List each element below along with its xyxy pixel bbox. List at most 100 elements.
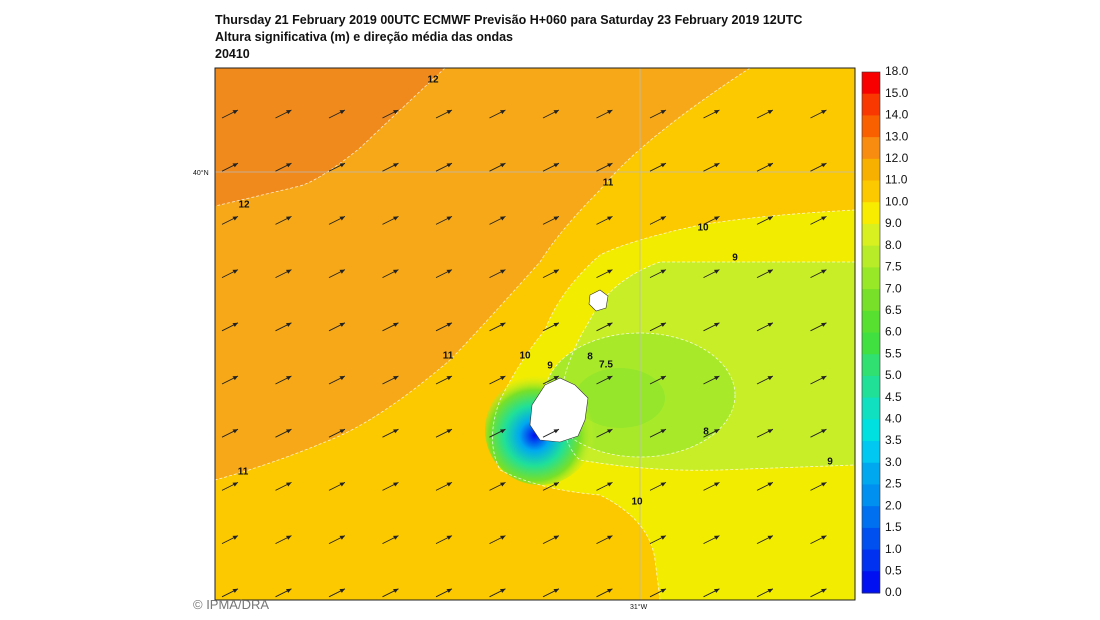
arrow xyxy=(382,269,399,279)
arrow xyxy=(221,588,239,598)
contour-label: 9 xyxy=(547,361,553,372)
arrow xyxy=(703,269,720,279)
arrow xyxy=(328,109,346,119)
colorbar-segment xyxy=(862,202,880,225)
subtitle-line: Altura significativa (m) e direção média… xyxy=(215,30,513,44)
arrow xyxy=(756,215,774,225)
colorbar-label: 4.0 xyxy=(885,412,902,426)
field-12-plus xyxy=(215,68,445,206)
arrow xyxy=(382,162,399,172)
arrow-head xyxy=(607,110,613,115)
arrow xyxy=(649,375,667,385)
arrow xyxy=(542,322,560,332)
colorbar-label: 0.5 xyxy=(885,563,902,577)
arrow xyxy=(221,481,239,491)
arrow-head xyxy=(339,588,345,593)
arrow-head xyxy=(232,535,238,540)
arrow-head xyxy=(660,322,666,327)
arrow xyxy=(596,375,613,385)
arrow xyxy=(596,269,613,279)
island xyxy=(588,289,609,312)
colorbar-segment xyxy=(862,527,880,551)
arrow-head xyxy=(500,163,506,168)
colorbar-label: 3.5 xyxy=(885,433,902,447)
arrow xyxy=(703,322,720,332)
arrow xyxy=(275,588,292,598)
colorbar: 18.0 15.0 14.0 13.0 12.0 11.0 10.0 9.0 8.0 7.5 7.0… xyxy=(861,64,909,599)
arrow-head xyxy=(767,376,773,381)
arrow xyxy=(328,535,346,545)
arrow xyxy=(649,481,667,491)
arrow xyxy=(810,109,827,119)
arrow xyxy=(328,375,346,385)
arrow-head xyxy=(393,216,399,221)
arrow xyxy=(596,428,613,438)
arrow xyxy=(649,535,667,545)
arrow xyxy=(435,535,453,545)
colorbar-segment xyxy=(862,571,880,594)
colorbar-label: 0.0 xyxy=(885,585,902,599)
colorbar-label: 2.5 xyxy=(885,477,902,491)
arrow-head xyxy=(286,588,292,593)
arrow-head xyxy=(286,482,292,487)
contour-label: 10 xyxy=(631,497,643,508)
arrow xyxy=(382,588,399,598)
arrow-head xyxy=(393,429,399,434)
arrow xyxy=(328,428,346,438)
colorbar-segment xyxy=(862,397,880,420)
contour-label: 11 xyxy=(443,351,454,362)
arrow-head xyxy=(286,110,292,115)
arrow xyxy=(756,481,774,491)
arrow xyxy=(221,162,239,172)
arrow-head xyxy=(446,110,452,115)
arrow-head xyxy=(553,216,559,221)
arrow-head xyxy=(607,588,613,593)
arrow xyxy=(275,428,292,438)
arrow xyxy=(596,481,613,491)
arrow-head xyxy=(286,269,292,274)
colorbar-label: 3.0 xyxy=(885,455,902,469)
arrow-head xyxy=(714,376,720,381)
arrow xyxy=(756,322,774,332)
arrow-head xyxy=(553,482,559,487)
colorbar-segment xyxy=(862,289,880,312)
arrow-head xyxy=(821,482,827,487)
arrow-head xyxy=(393,588,399,593)
colorbar-label: 6.0 xyxy=(885,325,902,339)
contour-label: 12 xyxy=(427,75,439,86)
arrow xyxy=(489,269,506,279)
arrow-head xyxy=(446,535,452,540)
arrow xyxy=(382,215,399,225)
arrow-head xyxy=(286,216,292,221)
contours xyxy=(215,68,855,600)
arrow xyxy=(435,215,453,225)
arrow-head xyxy=(500,429,506,434)
arrow-head xyxy=(767,482,773,487)
wave-field xyxy=(215,68,855,600)
arrow xyxy=(542,428,560,438)
contour-label: 11 xyxy=(238,467,249,478)
colorbar-segment xyxy=(862,332,880,355)
arrow xyxy=(703,375,720,385)
arrow xyxy=(275,109,292,119)
arrow xyxy=(596,535,613,545)
arrow-head xyxy=(393,376,399,381)
arrow-head xyxy=(714,163,720,168)
arrow-head xyxy=(232,376,238,381)
arrow-head xyxy=(393,482,399,487)
plot-frame xyxy=(214,67,856,601)
arrow-head xyxy=(393,163,399,168)
arrow xyxy=(489,375,506,385)
arrow-head xyxy=(607,376,613,381)
arrow-head xyxy=(767,588,773,593)
contour-label: 12 xyxy=(238,200,250,211)
arrow xyxy=(703,215,720,225)
arrow-head xyxy=(553,535,559,540)
arrow xyxy=(703,162,720,172)
arrow-head xyxy=(232,110,238,115)
arrow-head xyxy=(500,269,506,274)
arrow-head xyxy=(660,429,666,434)
colorbar-segment xyxy=(862,72,880,95)
arrow-head xyxy=(339,216,345,221)
arrow-head xyxy=(339,376,345,381)
